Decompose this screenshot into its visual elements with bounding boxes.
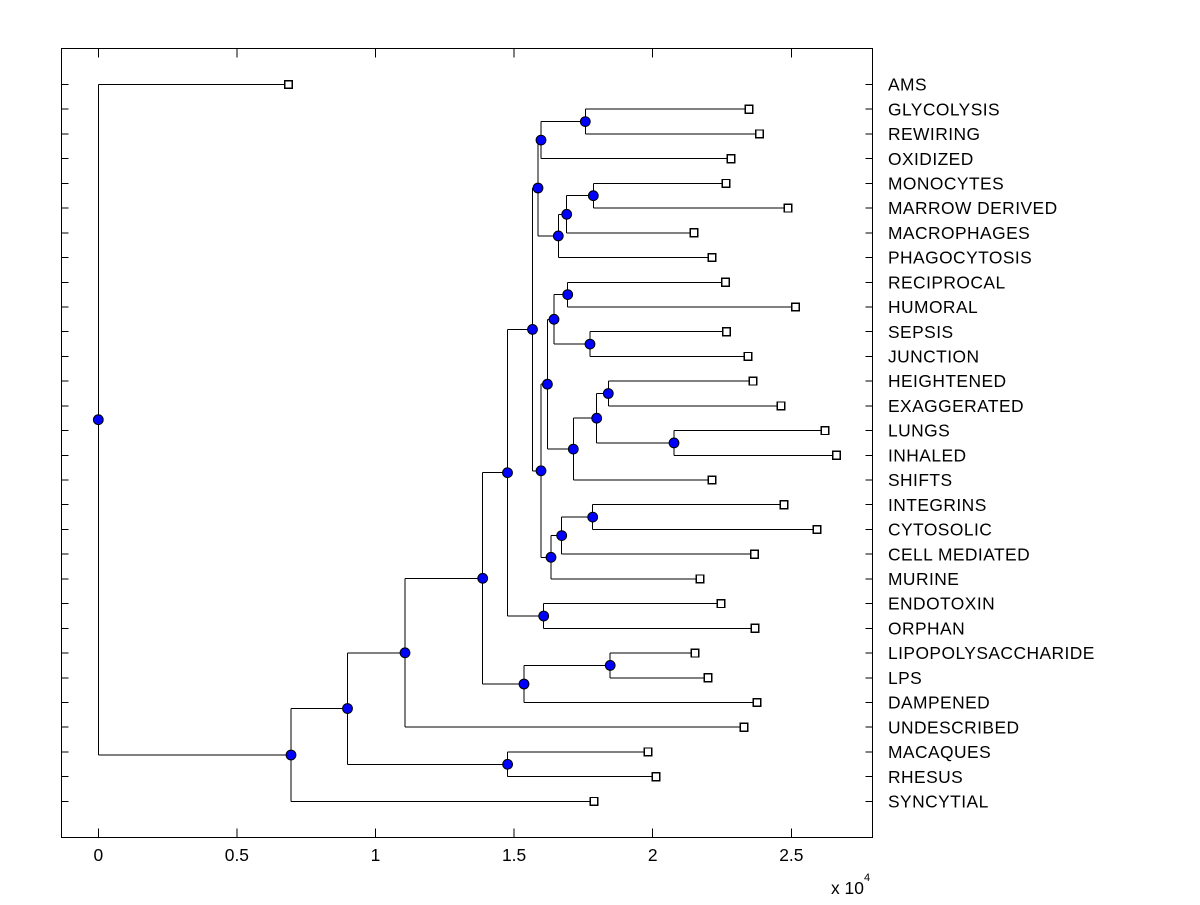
svg-text:RHESUS: RHESUS — [888, 767, 963, 787]
svg-text:PHAGOCYTOSIS: PHAGOCYTOSIS — [888, 248, 1032, 268]
svg-text:1.5: 1.5 — [502, 845, 526, 865]
svg-text:SEPSIS: SEPSIS — [888, 322, 954, 342]
svg-text:CELL MEDIATED: CELL MEDIATED — [888, 544, 1030, 564]
svg-text:2.5: 2.5 — [779, 845, 803, 865]
svg-text:INTEGRINS: INTEGRINS — [888, 495, 987, 515]
svg-text:0: 0 — [93, 845, 103, 865]
svg-text:LIPOPOLYSACCHARIDE: LIPOPOLYSACCHARIDE — [888, 643, 1095, 663]
svg-text:DAMPENED: DAMPENED — [888, 693, 990, 713]
svg-text:OXIDIZED: OXIDIZED — [888, 149, 974, 169]
svg-text:2: 2 — [648, 845, 658, 865]
svg-text:GLYCOLYSIS: GLYCOLYSIS — [888, 99, 1000, 119]
svg-text:MACAQUES: MACAQUES — [888, 742, 991, 762]
svg-text:EXAGGERATED: EXAGGERATED — [888, 396, 1024, 416]
svg-text:MONOCYTES: MONOCYTES — [888, 174, 1004, 194]
svg-text:JUNCTION: JUNCTION — [888, 347, 980, 367]
svg-text:HUMORAL: HUMORAL — [888, 297, 978, 317]
svg-text:REWIRING: REWIRING — [888, 124, 980, 144]
svg-text:ENDOTOXIN: ENDOTOXIN — [888, 594, 995, 614]
svg-text:ORPHAN: ORPHAN — [888, 618, 965, 638]
svg-text:SYNCYTIAL: SYNCYTIAL — [888, 792, 989, 812]
svg-text:MARROW DERIVED: MARROW DERIVED — [888, 198, 1058, 218]
svg-text:HEIGHTENED: HEIGHTENED — [888, 371, 1007, 391]
svg-text:SHIFTS: SHIFTS — [888, 470, 953, 490]
svg-text:0.5: 0.5 — [225, 845, 249, 865]
svg-text:LUNGS: LUNGS — [888, 421, 950, 441]
svg-text:RECIPROCAL: RECIPROCAL — [888, 272, 1006, 292]
svg-text:CYTOSOLIC: CYTOSOLIC — [888, 520, 992, 540]
svg-text:LPS: LPS — [888, 668, 922, 688]
svg-text:MACROPHAGES: MACROPHAGES — [888, 223, 1030, 243]
svg-text:x 10: x 10 — [831, 878, 864, 898]
svg-text:1: 1 — [371, 845, 381, 865]
svg-text:MURINE: MURINE — [888, 569, 959, 589]
svg-text:INHALED: INHALED — [888, 445, 967, 465]
svg-text:AMS: AMS — [888, 75, 927, 95]
svg-text:4: 4 — [864, 872, 870, 884]
svg-text:UNDESCRIBED: UNDESCRIBED — [888, 717, 1020, 737]
